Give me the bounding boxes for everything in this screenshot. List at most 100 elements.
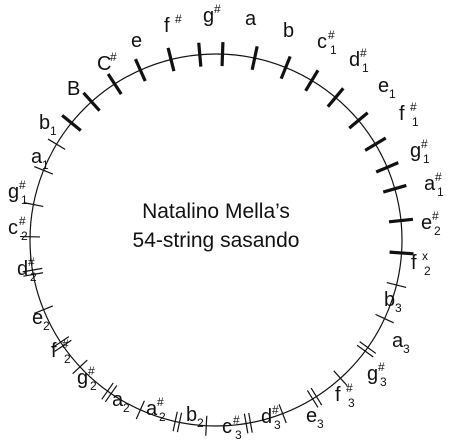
string-marker-12 [386,281,407,288]
octave-subscript: 1 [389,87,396,101]
accidental-mark: # [19,178,26,192]
note-letter: a [392,330,404,352]
accidental-mark: # [346,381,353,395]
note-label-f-sharp: f # [164,12,182,37]
accidental-mark: # [328,28,335,42]
string-marker-36 [197,42,203,67]
note-letter: c [317,31,327,53]
string-marker-1 [220,42,225,67]
octave-subscript: 3 [235,428,242,442]
octave-subscript: 3 [395,301,402,315]
string-marker-26-2 [22,267,43,273]
note-letter: g [77,367,88,389]
note-label-f-sharp-1: f #1 [399,100,419,129]
note-label-a-sharp-2: a #2 [146,395,166,424]
note-letter: e [378,75,389,97]
note-label-g-sharp-3: g #3 [367,360,387,389]
note-letter: C [97,53,111,75]
note-letter: c [8,217,18,239]
note-label-c-sharp-1: c #1 [317,28,337,57]
octave-subscript: 2 [30,270,37,284]
note-letter: a [112,389,124,411]
note-label-c-sharp-2: c #2 [8,214,28,243]
note-letter: g [410,140,421,162]
accidental-mark: # [214,2,221,16]
string-marker-5 [326,87,345,108]
octave-subscript: 2 [21,229,28,243]
octave-subscript: 3 [348,396,355,410]
string-marker-11 [389,250,414,256]
accidental-mark: # [233,413,240,427]
string-marker-22-1 [104,385,118,403]
string-marker-19 [205,415,208,436]
octave-subscript: 1 [330,43,337,57]
octave-subscript: 1 [423,152,430,166]
octave-subscript: 1 [42,158,49,172]
note-letter: a [31,146,43,168]
accidental-mark: # [110,50,117,64]
string-marker-25 [34,305,54,314]
note-labels: g # ab c #1 d #1e 1f #1g #1a #1e #2f x2b 3a 3g #3f #3e 3d… [8,2,444,442]
string-marker-31 [61,114,82,132]
octave-subscript: 2 [123,401,130,415]
note-letter: g [203,5,214,27]
center-title-line-2: 54-string sasando [133,229,300,252]
note-letter: c [222,416,232,438]
octave-subscript: 1 [50,124,57,138]
octave-subscript: 3 [317,417,324,431]
string-marker-18-2 [243,413,249,434]
note-letter: a [245,8,257,30]
note-letter: f [51,340,57,362]
string-marker-3 [279,55,292,80]
string-marker-16-1 [310,387,323,406]
string-marker-21 [135,400,145,420]
octave-subscript: 1 [21,193,28,207]
note-letter: e [32,307,43,329]
note-label-B: B [67,78,80,100]
accidental-mark: x [422,249,428,263]
note-label-d-sharp-3: d #3 [261,403,281,432]
octave-subscript: 2 [159,410,166,424]
string-marker-35 [166,47,176,72]
note-label-d-sharp-2: d #2 [17,255,37,284]
octave-subscript: 3 [403,342,410,356]
string-marker-14-2 [356,344,374,358]
note-label-a: a [245,8,257,30]
note-label-e: e [131,30,142,52]
note-letter: d [349,49,360,71]
octave-subscript: 2 [434,224,441,238]
octave-subscript: 1 [437,185,444,199]
string-marker-15 [333,370,348,387]
note-letter: g [8,181,19,203]
accidental-mark: # [378,360,385,374]
string-ring [29,53,403,427]
note-letter: g [367,363,378,385]
string-marker-6 [348,111,369,130]
note-letter: e [131,30,142,52]
string-marker-16-2 [306,390,319,408]
string-marker-23 [72,359,88,375]
string-marker-24-1 [54,339,72,352]
string-marker-26-1 [23,272,44,277]
note-letter: e [306,405,317,427]
note-letter: f [399,103,405,125]
accidental-mark: # [432,209,439,223]
string-marker-33 [106,73,123,95]
accidental-mark: # [175,12,182,26]
octave-subscript: 3 [380,375,387,389]
string-marker-7 [364,136,387,152]
octave-subscript: 1 [412,115,419,129]
string-marker-30 [47,138,66,150]
string-marker-2 [250,45,259,71]
string-marker-28 [23,202,44,208]
note-label-d-sharp-1: d #1 [349,46,369,75]
string-marker-20-1 [176,412,183,433]
accidental-mark: # [157,395,164,409]
string-marker-17 [278,404,287,424]
